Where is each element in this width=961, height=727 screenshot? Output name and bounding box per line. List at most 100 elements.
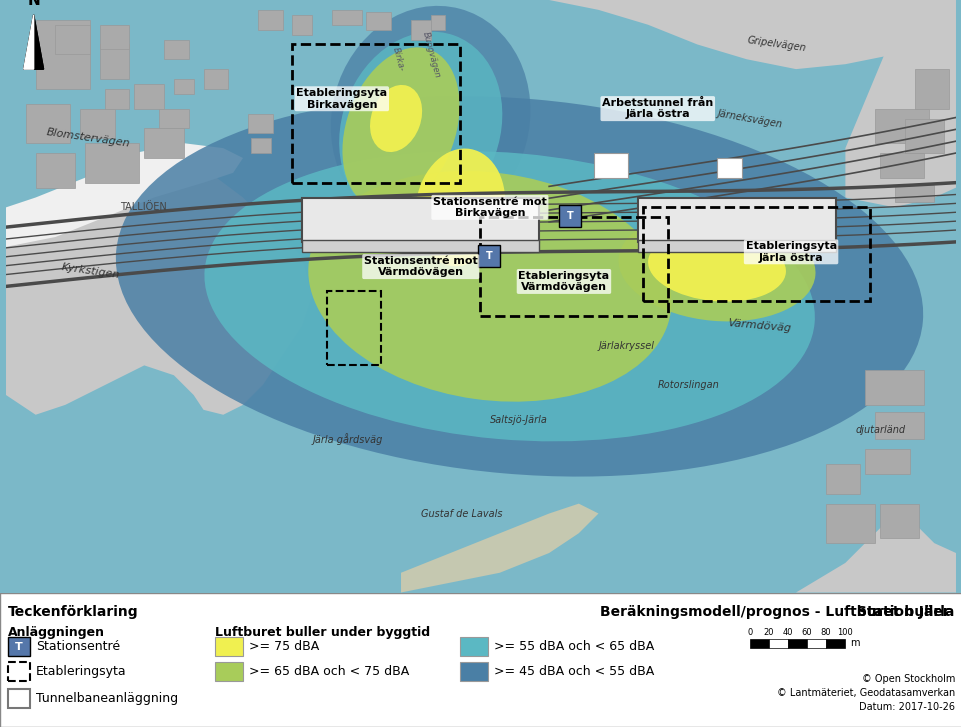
Text: Stationsentré mot
Birkavägen: Stationsentré mot Birkavägen (432, 196, 546, 218)
Bar (332, 10, 361, 25)
Text: Teckenförklaring: Teckenförklaring (8, 605, 138, 619)
Bar (864, 449, 909, 474)
Text: Etableringsyta
Järla östra: Etableringsyta Järla östra (745, 241, 836, 262)
Bar (366, 12, 391, 30)
Bar (258, 10, 283, 30)
Text: Järlakryssel: Järlakryssel (598, 341, 653, 350)
Bar (879, 153, 924, 177)
Text: Etableringsyta
Värmdövägen: Etableringsyta Värmdövägen (518, 270, 609, 292)
Text: Saltsjö-Järla: Saltsjö-Järla (489, 414, 547, 425)
Bar (787, 639, 806, 648)
Text: Gustaf de Lavals: Gustaf de Lavals (420, 508, 502, 518)
Polygon shape (24, 15, 43, 69)
Text: Beräkningsmodell/prognos - Luftburet buller: Beräkningsmodell/prognos - Luftburet bul… (600, 605, 949, 619)
Text: Etableringsyta
Birkavägen: Etableringsyta Birkavägen (296, 88, 387, 110)
Text: 0: 0 (747, 628, 752, 637)
Bar (875, 411, 924, 439)
Text: 60: 60 (801, 628, 811, 637)
Bar (716, 158, 741, 177)
Bar (478, 245, 500, 267)
Bar (768, 639, 787, 648)
Bar (875, 108, 928, 143)
Bar (36, 20, 89, 89)
Bar (248, 113, 272, 133)
Bar (100, 25, 130, 49)
Text: Värmdöväg: Värmdöväg (727, 318, 791, 334)
Text: >= 65 dBA och < 75 dBA: >= 65 dBA och < 75 dBA (249, 665, 408, 678)
Bar (85, 143, 139, 182)
Text: Station Järla: Station Järla (855, 605, 953, 619)
Bar (80, 108, 114, 138)
Ellipse shape (204, 151, 814, 441)
Polygon shape (795, 513, 955, 593)
Bar (825, 504, 875, 543)
Bar (8, 689, 30, 708)
Bar (26, 104, 70, 143)
Bar (56, 25, 89, 55)
Ellipse shape (331, 6, 530, 231)
Bar (251, 138, 270, 153)
Text: Järneksvägen: Järneksvägen (716, 108, 783, 129)
Bar (105, 89, 130, 108)
Bar (144, 129, 184, 158)
Text: 20: 20 (763, 628, 774, 637)
Text: Stationsentré mot
Värmdövägen: Stationsentré mot Värmdövägen (363, 256, 478, 278)
Ellipse shape (618, 212, 815, 321)
Polygon shape (549, 0, 955, 69)
Ellipse shape (415, 148, 505, 266)
Bar (903, 119, 943, 153)
Text: T: T (566, 212, 573, 221)
Bar (327, 292, 381, 366)
Text: © Open Stockholm
© Lantmäteriet, Geodatasamverkan
Datum: 2017-10-26: © Open Stockholm © Lantmäteriet, Geodata… (776, 674, 954, 712)
Text: m: m (850, 638, 858, 648)
Text: Etableringsyta: Etableringsyta (36, 665, 127, 678)
Bar (163, 39, 188, 60)
Bar (637, 240, 835, 252)
Bar (879, 504, 919, 538)
Ellipse shape (648, 232, 785, 302)
Bar (806, 639, 825, 648)
Ellipse shape (339, 32, 502, 225)
Bar (750, 639, 768, 648)
Bar (214, 662, 243, 681)
Bar (159, 108, 188, 129)
Polygon shape (6, 0, 311, 414)
Text: Bungvägen: Bungvägen (420, 31, 441, 79)
Ellipse shape (115, 96, 923, 477)
Text: Arbetstunnel från
Järla östra: Arbetstunnel från Järla östra (602, 98, 713, 119)
Bar (914, 69, 949, 108)
Text: T: T (485, 251, 492, 261)
Bar (8, 662, 30, 681)
Text: Birka-: Birka- (391, 47, 406, 72)
Text: Rotorslingan: Rotorslingan (657, 380, 719, 390)
Bar (637, 198, 835, 242)
Bar (135, 84, 163, 108)
Ellipse shape (370, 85, 422, 152)
Text: Tunnelbaneanläggning: Tunnelbaneanläggning (36, 692, 178, 705)
Bar (292, 44, 459, 182)
Polygon shape (24, 15, 34, 69)
Bar (459, 662, 487, 681)
Text: Järla gårdsväg: Järla gårdsväg (311, 433, 382, 446)
Bar (204, 69, 228, 89)
Text: Gripelvägen: Gripelvägen (746, 36, 806, 54)
Bar (36, 153, 75, 188)
Bar (410, 20, 431, 39)
Ellipse shape (342, 47, 459, 209)
Text: Blomstervägen: Blomstervägen (45, 127, 131, 149)
Bar (302, 198, 539, 242)
Polygon shape (24, 15, 43, 69)
Bar (864, 370, 924, 405)
Bar (459, 637, 487, 656)
Text: Stationsentré: Stationsentré (36, 640, 120, 653)
Text: >= 45 dBA och < 55 dBA: >= 45 dBA och < 55 dBA (494, 665, 653, 678)
Text: 40: 40 (782, 628, 793, 637)
Bar (431, 15, 445, 30)
Bar (642, 207, 869, 301)
Bar (593, 153, 628, 177)
Text: >= 75 dBA: >= 75 dBA (249, 640, 319, 653)
Bar (302, 240, 539, 252)
Text: djutarländ: djutarländ (854, 425, 904, 435)
Text: T: T (15, 641, 23, 651)
Bar (100, 44, 130, 79)
